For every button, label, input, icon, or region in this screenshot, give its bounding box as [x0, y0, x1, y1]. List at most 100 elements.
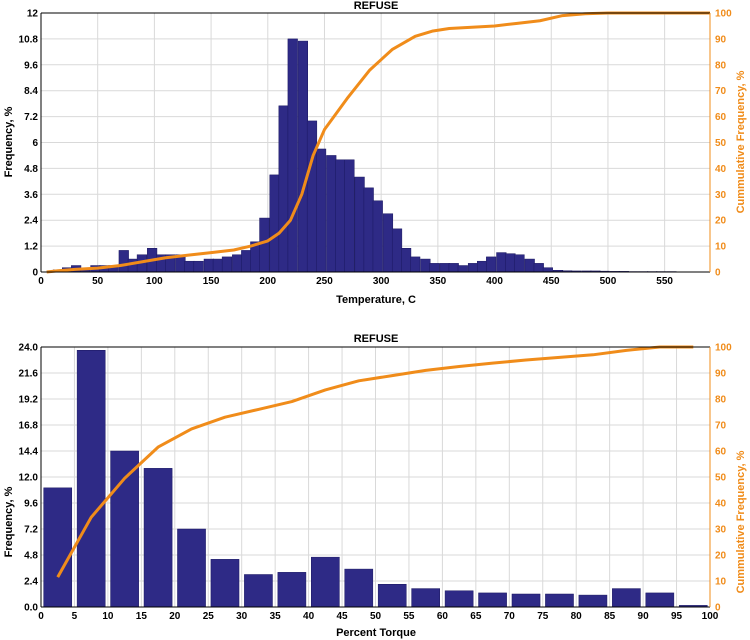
y2-tick-label: 40	[715, 164, 727, 175]
x-tick-label: 65	[470, 611, 482, 622]
y-tick-label: 2.4	[24, 216, 38, 227]
y-tick-label: 16.8	[19, 421, 39, 432]
bar	[287, 38, 298, 273]
bar	[363, 187, 374, 273]
x-tick-label: 90	[638, 611, 650, 622]
x-tick-label: 30	[236, 611, 248, 622]
x-tick-label: 200	[259, 276, 276, 287]
x-tick-label: 25	[203, 611, 215, 622]
x-axis-label: Temperature, C	[336, 294, 416, 306]
y-tick-label: 6	[32, 138, 38, 149]
bar	[259, 217, 270, 273]
x-tick-label: 80	[571, 611, 583, 622]
y-tick-label: 9.6	[24, 499, 38, 510]
x-tick-label: 35	[270, 611, 282, 622]
bar	[212, 258, 223, 273]
bar	[244, 574, 273, 608]
bar	[76, 350, 106, 608]
y2-tick-label: 60	[715, 447, 727, 458]
y2-tick-label: 100	[715, 9, 732, 20]
y-tick-label: 14.4	[19, 447, 39, 458]
bar	[372, 200, 383, 273]
bar	[411, 588, 440, 608]
cumulative-frequency-line	[56, 345, 694, 578]
y2-tick-label: 20	[715, 216, 727, 227]
bar	[578, 594, 608, 608]
bar	[505, 253, 516, 273]
y-tick-label: 3.6	[24, 190, 38, 201]
y-tick-label: 9.6	[24, 60, 38, 71]
bar	[401, 248, 412, 273]
bar	[514, 254, 525, 273]
x-tick-label: 50	[370, 611, 382, 622]
bar	[545, 593, 574, 608]
x-tick-label: 5	[72, 611, 78, 622]
y2-tick-label: 10	[715, 577, 727, 588]
bar	[269, 174, 280, 273]
bar	[43, 487, 73, 608]
bar	[377, 584, 407, 608]
bar	[344, 568, 374, 608]
bar	[612, 588, 641, 608]
x-tick-label: 350	[430, 276, 447, 287]
x-tick-label: 450	[543, 276, 560, 287]
x-tick-label: 0	[38, 611, 44, 622]
y-tick-label: 12.0	[19, 473, 39, 484]
bar	[467, 263, 479, 273]
bar	[221, 256, 233, 273]
y2-tick-label: 30	[715, 190, 727, 201]
chart-title: REFUSE	[354, 333, 399, 345]
x-tick-label: 100	[702, 611, 719, 622]
y2-tick-label: 20	[715, 551, 727, 562]
x-tick-label: 550	[656, 276, 673, 287]
bar	[278, 105, 289, 273]
bar	[143, 468, 173, 608]
axes	[40, 346, 711, 608]
y2-tick-label: 0	[715, 268, 721, 279]
bar	[344, 159, 355, 273]
bar	[444, 590, 474, 608]
bar	[511, 593, 541, 608]
y-tick-label: 4.8	[24, 551, 38, 562]
x-tick-labels: 0 5 10 15 20 25 30 35 40 45 50 55 60 65 70 75 80 85 90 95 10…	[38, 611, 719, 622]
y2-tick-labels: 0 10 20 30 40 50 60 70 80 90 100	[715, 9, 732, 279]
y-tick-label: 8.4	[24, 86, 38, 97]
y2-tick-label: 40	[715, 499, 727, 510]
y2-tick-label: 90	[715, 34, 727, 45]
x-tick-label: 95	[671, 611, 683, 622]
bar	[184, 260, 195, 273]
y-tick-label: 21.6	[19, 369, 39, 380]
bar-series	[52, 38, 704, 273]
x-tick-label: 50	[92, 276, 104, 287]
x-tick-label: 500	[600, 276, 617, 287]
y-tick-label: 7.2	[24, 525, 38, 536]
bar	[210, 559, 240, 608]
y2-tick-label: 0	[715, 603, 721, 614]
y-tick-labels: 0 1.2 2.4 3.6 4.8 6 7.2 8.4 9.6 10.8 12	[19, 9, 39, 279]
bar	[496, 252, 507, 273]
x-tick-label: 20	[169, 611, 181, 622]
bar	[110, 450, 139, 608]
axes	[40, 12, 711, 273]
x-tick-label: 55	[403, 611, 415, 622]
x-tick-label: 400	[486, 276, 503, 287]
cumulative-frequency-line	[46, 11, 710, 274]
x-tick-label: 15	[136, 611, 148, 622]
bar	[203, 258, 214, 273]
bar	[478, 592, 507, 608]
y-tick-label: 24.0	[19, 343, 39, 354]
bar	[382, 213, 394, 273]
temperature-histogram-chart: REFUSE Temperature, C Frequency, % Cummu…	[3, 0, 747, 306]
bar	[439, 263, 450, 273]
y-tick-label: 12	[27, 9, 39, 20]
bar	[645, 592, 675, 608]
y-axis-label: Frequency, %	[3, 106, 15, 177]
bar	[177, 528, 206, 608]
bar	[477, 260, 488, 273]
y-tick-label: 2.4	[24, 577, 38, 588]
x-tick-label: 70	[504, 611, 516, 622]
y-tick-label: 0	[32, 268, 38, 279]
y2-tick-label: 80	[715, 60, 727, 71]
x-tick-label: 250	[316, 276, 333, 287]
